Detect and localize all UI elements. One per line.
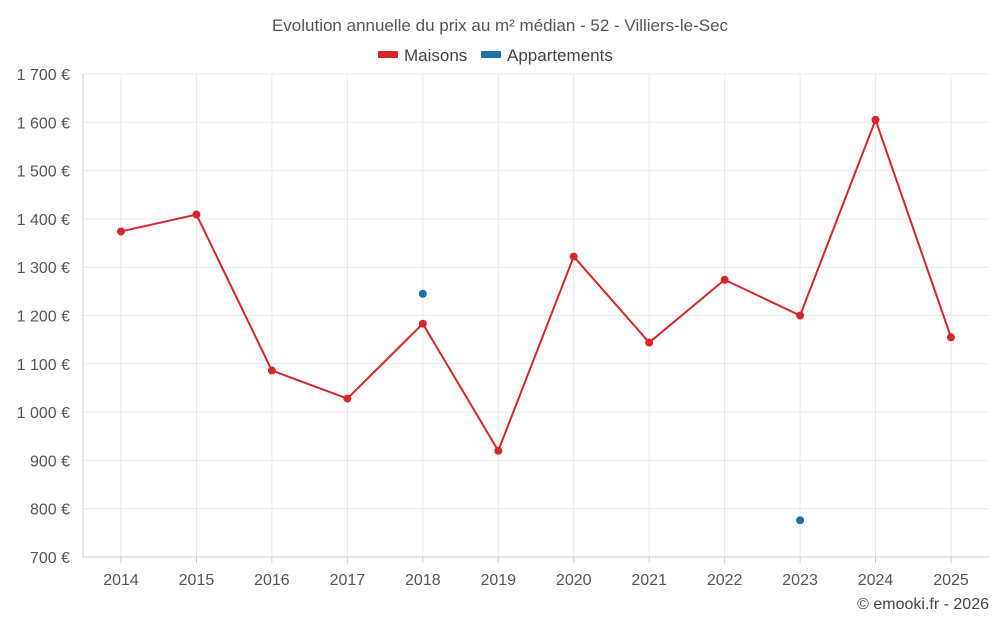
x-tick-label: 2025: [933, 572, 969, 589]
chart-title: Evolution annuelle du prix au m² médian …: [272, 16, 729, 35]
data-point-maisons-2016[interactable]: [267, 366, 276, 375]
legend-swatch-maisons[interactable]: [378, 51, 398, 58]
x-tick-label: 2020: [556, 572, 592, 589]
x-tick-label: 2015: [179, 572, 215, 589]
series-line-maisons: [120, 118, 952, 452]
series: [117, 115, 955, 525]
x-tick-label: 2018: [405, 572, 441, 589]
x-axis: 2014 2015 2016 2017 2018 2019 2020 2021 2022 2023…: [83, 556, 989, 589]
legend: Maisons Appartements: [378, 46, 613, 65]
x-tick-label: 2014: [103, 572, 139, 589]
y-tick-label: 1 500 €: [17, 164, 70, 181]
legend-label-maisons[interactable]: Maisons: [404, 46, 467, 65]
y-tick-label: 1 400 €: [17, 212, 70, 229]
data-point-maisons-2019[interactable]: [494, 446, 503, 455]
credit-text: © emooki.fr - 2026: [857, 596, 989, 613]
y-tick-label: 700 €: [30, 550, 70, 567]
data-point-maisons-2014[interactable]: [117, 227, 125, 236]
legend-label-appartements[interactable]: Appartements: [507, 46, 613, 65]
y-tick-label: 1 300 €: [17, 260, 70, 277]
x-tick-label: 2024: [858, 572, 894, 589]
x-tick-label: 2016: [254, 572, 290, 589]
y-tick-label: 1 700 €: [17, 67, 70, 84]
data-point-appartements-2023[interactable]: [796, 516, 805, 525]
data-point-maisons-2015[interactable]: [192, 210, 201, 219]
data-point-maisons-2022[interactable]: [720, 275, 729, 284]
series-appartements: [418, 289, 805, 525]
y-axis: 700 € 800 € 900 € 1 000 € 1 100 € 1 200 € 1 30…: [17, 67, 84, 567]
data-point-maisons-2024[interactable]: [871, 115, 880, 124]
x-tick-label: 2023: [782, 572, 818, 589]
data-point-maisons-2017[interactable]: [343, 394, 352, 403]
y-tick-label: 1 000 €: [17, 405, 70, 422]
data-point-maisons-2020[interactable]: [569, 252, 578, 261]
data-point-maisons-2018[interactable]: [418, 319, 427, 328]
legend-swatch-appartements[interactable]: [481, 51, 501, 58]
data-point-appartements-2018[interactable]: [418, 289, 427, 298]
y-tick-label: 1 600 €: [17, 115, 70, 132]
grid: [83, 73, 989, 557]
y-tick-label: 1 200 €: [17, 309, 70, 326]
y-tick-label: 1 100 €: [17, 357, 70, 374]
y-tick-label: 800 €: [30, 502, 70, 519]
x-tick-label: 2019: [480, 572, 516, 589]
x-tick-label: 2021: [631, 572, 667, 589]
y-tick-label: 900 €: [30, 453, 70, 470]
data-point-maisons-2023[interactable]: [796, 311, 805, 320]
data-point-maisons-2025[interactable]: [947, 333, 955, 342]
x-tick-label: 2022: [707, 572, 743, 589]
x-tick-label: 2017: [330, 572, 366, 589]
series-maisons: [117, 115, 955, 455]
data-point-maisons-2021[interactable]: [645, 338, 654, 347]
